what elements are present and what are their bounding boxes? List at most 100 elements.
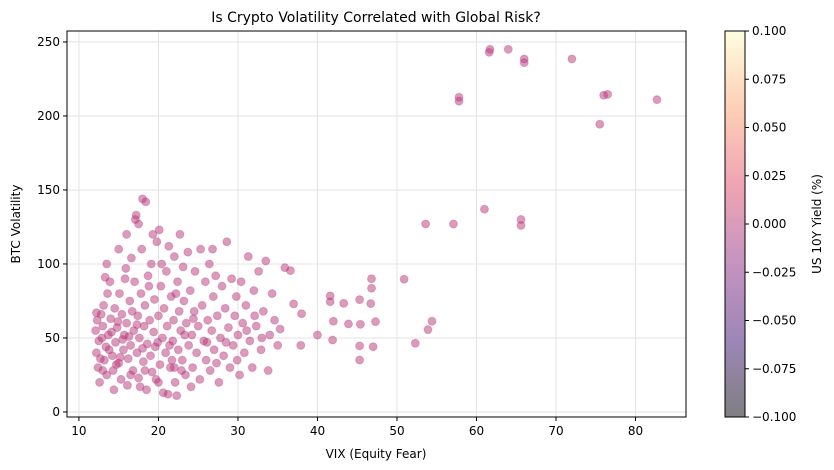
- data-point: [254, 266, 264, 276]
- data-point: [427, 316, 437, 326]
- data-point: [181, 318, 191, 328]
- data-point: [328, 316, 338, 326]
- data-point: [178, 262, 188, 272]
- data-point: [149, 327, 159, 337]
- data-point: [208, 292, 218, 302]
- data-point: [114, 244, 124, 254]
- y-tick-label: 250: [37, 35, 60, 49]
- data-point: [162, 321, 172, 331]
- x-tick-label: 60: [469, 424, 484, 438]
- data-point: [97, 333, 107, 343]
- data-point: [448, 219, 458, 229]
- data-point: [117, 309, 127, 319]
- data-point: [241, 300, 251, 310]
- data-point: [95, 377, 105, 387]
- data-point: [131, 210, 141, 220]
- x-tick-label: 20: [151, 424, 166, 438]
- data-point: [177, 355, 187, 365]
- data-point: [516, 220, 526, 230]
- data-point: [130, 277, 140, 287]
- data-point: [149, 294, 159, 304]
- data-point: [188, 363, 198, 373]
- data-point: [238, 318, 248, 328]
- data-point: [186, 382, 196, 392]
- data-point: [91, 326, 101, 336]
- data-point: [197, 300, 207, 310]
- data-point: [203, 315, 213, 325]
- colorbar-tick-label: −0.075: [752, 362, 796, 376]
- colorbar: −0.100 −0.075 −0.050 −0.025 0.000 0.025 0.050 0…: [724, 24, 824, 424]
- data-point: [208, 244, 218, 254]
- data-point: [126, 370, 136, 380]
- data-point: [242, 326, 252, 336]
- data-point: [179, 296, 189, 306]
- data-point: [126, 340, 136, 350]
- x-tick-label: 10: [71, 424, 86, 438]
- data-point: [153, 337, 163, 347]
- data-point: [196, 244, 206, 254]
- data-point: [367, 283, 377, 293]
- colorbar-tick-label: −0.100: [752, 410, 796, 424]
- data-point: [212, 311, 222, 321]
- data-point: [153, 377, 163, 387]
- data-point: [113, 317, 123, 327]
- data-point: [106, 314, 116, 324]
- data-point: [652, 95, 662, 105]
- data-point: [103, 289, 113, 299]
- data-point: [109, 385, 119, 395]
- colorbar-ticks: −0.100 −0.075 −0.050 −0.025 0.000 0.025 0.050 0…: [745, 24, 796, 424]
- data-point: [223, 323, 233, 333]
- data-point: [214, 377, 224, 387]
- data-point: [95, 354, 105, 364]
- data-point: [454, 96, 464, 106]
- data-point: [107, 327, 117, 337]
- data-point: [245, 336, 255, 346]
- data-point: [215, 333, 225, 343]
- data-point: [169, 315, 179, 325]
- data-point: [366, 299, 376, 309]
- data-point: [231, 292, 241, 302]
- colorbar-label: US 10Y Yield (%): [810, 174, 824, 274]
- data-point: [145, 351, 155, 361]
- data-point: [99, 300, 109, 310]
- data-point: [120, 274, 130, 284]
- data-point: [135, 382, 145, 392]
- data-point: [567, 54, 577, 64]
- y-tick-label: 100: [37, 257, 60, 271]
- data-point: [343, 319, 353, 329]
- y-tick-label: 150: [37, 183, 60, 197]
- data-point: [122, 380, 132, 390]
- chart-title: Is Crypto Volatility Correlated with Glo…: [211, 10, 541, 26]
- data-point: [270, 315, 280, 325]
- data-point: [256, 345, 266, 355]
- data-point: [121, 263, 131, 273]
- data-point: [159, 303, 169, 313]
- data-point: [114, 289, 124, 299]
- data-point: [243, 252, 253, 262]
- data-point: [127, 306, 137, 316]
- data-point: [111, 360, 121, 370]
- data-point: [328, 335, 338, 345]
- data-point: [161, 266, 171, 276]
- data-point: [399, 274, 409, 284]
- data-point: [169, 363, 179, 373]
- data-point: [603, 89, 613, 99]
- data-point: [137, 244, 147, 254]
- data-point: [140, 366, 150, 376]
- data-point: [235, 370, 245, 380]
- data-point: [367, 274, 377, 284]
- data-point: [202, 337, 212, 347]
- data-point: [312, 330, 322, 340]
- data-point: [195, 374, 205, 384]
- data-point: [503, 44, 513, 54]
- x-tick-label: 40: [310, 424, 325, 438]
- data-point: [147, 367, 157, 377]
- data-point: [221, 337, 231, 347]
- data-point: [267, 289, 277, 299]
- data-point: [192, 348, 202, 358]
- data-point: [355, 295, 365, 305]
- data-point: [239, 348, 249, 358]
- data-point: [189, 306, 199, 316]
- data-point: [285, 266, 295, 276]
